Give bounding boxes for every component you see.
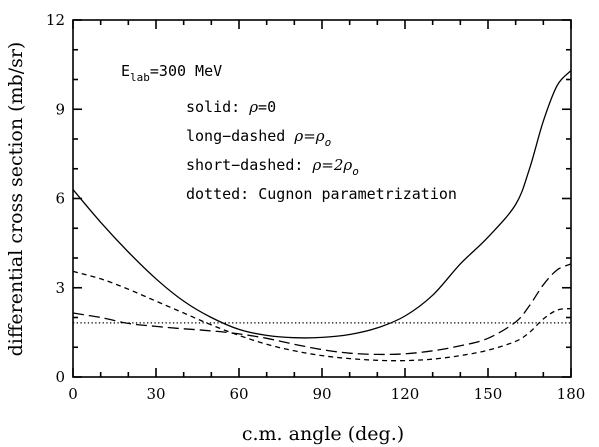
x-tick-label: 150 <box>474 385 503 403</box>
y-tick-label: 12 <box>46 11 65 29</box>
legend-entry-dotted: dotted: Cugnon parametrization <box>186 185 457 203</box>
y-axis-title: differential cross section (mb/sr) <box>5 42 27 357</box>
x-tick-label: 90 <box>312 385 331 403</box>
ticks: 0 30 60 90 120 150 180 0 3 6 9 12 <box>46 11 585 403</box>
y-tick-label: 3 <box>55 279 65 297</box>
x-tick-label: 30 <box>146 385 165 403</box>
x-tick-label: 60 <box>229 385 248 403</box>
x-tick-label: 0 <box>68 385 78 403</box>
series-line-long-dashed <box>72 263 572 356</box>
y-tick-label: 0 <box>55 368 65 386</box>
energy-label: Elab=300 MeV <box>121 62 222 84</box>
series-line-solid <box>72 70 572 339</box>
annotation-block: Elab=300 MeV solid: ρ=0 long−dashed ρ=ρo… <box>121 62 457 203</box>
y-tick-label: 6 <box>55 190 65 208</box>
x-tick-label: 120 <box>391 385 420 403</box>
series-line-short-dashed <box>72 270 572 362</box>
x-axis-title: c.m. angle (deg.) <box>242 423 404 445</box>
legend-entry-solid: solid: ρ=0 <box>186 98 276 116</box>
legend-entry-short-dashed: short−dashed: ρ=2ρo <box>186 156 359 178</box>
y-tick-label: 9 <box>55 100 65 118</box>
x-tick-label: 180 <box>557 385 586 403</box>
series-layer <box>72 70 572 362</box>
legend-entry-long-dashed: long−dashed ρ=ρo <box>186 127 331 149</box>
